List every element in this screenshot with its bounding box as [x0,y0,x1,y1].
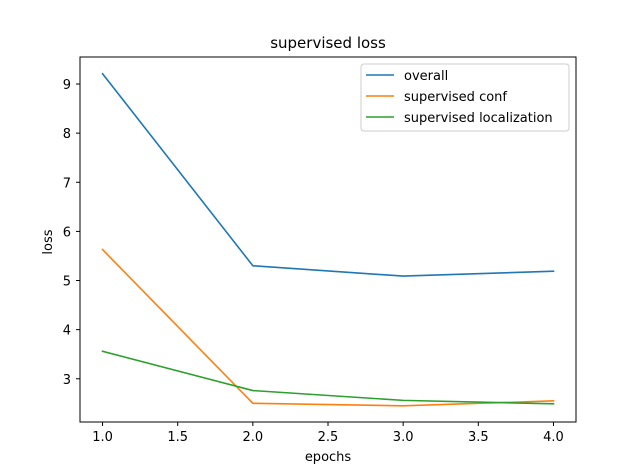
x-tick-label: 2.0 [243,430,264,445]
series-line-2 [101,350,555,405]
x-tick-label: 3.5 [468,430,489,445]
y-tick-label: 4 [63,324,71,339]
x-axis-label: epochs [305,450,352,465]
axes-frame [79,56,577,423]
legend-label: supervised conf [404,90,507,105]
legend: overall supervised conf supervised localiz… [360,63,570,132]
plot-area: 1.0 1.5 2.0 2.5 3.0 3.5 4.0 3 4 5 6 7 8 9 [63,56,577,445]
x-tick-label: 1.0 [92,430,113,445]
y-tick-label: 3 [63,373,71,388]
series-line-0 [101,72,555,277]
y-axis-label: loss [41,229,56,254]
x-tick-label: 2.5 [318,430,339,445]
y-tick-label: 7 [63,176,71,191]
y-tick-label: 6 [63,225,71,240]
legend-box [360,63,570,132]
x-tick-label: 4.0 [543,430,564,445]
y-tick-label: 9 [63,78,71,93]
legend-label: supervised localization [404,111,553,126]
x-tick-label: 3.0 [393,430,414,445]
legend-label: overall [404,69,448,84]
series-line-1 [101,248,555,407]
x-tick-label: 1.5 [167,430,188,445]
y-tick-label: 8 [63,127,71,142]
y-tick-label: 5 [63,275,71,290]
chart-title: supervised loss [270,34,386,52]
